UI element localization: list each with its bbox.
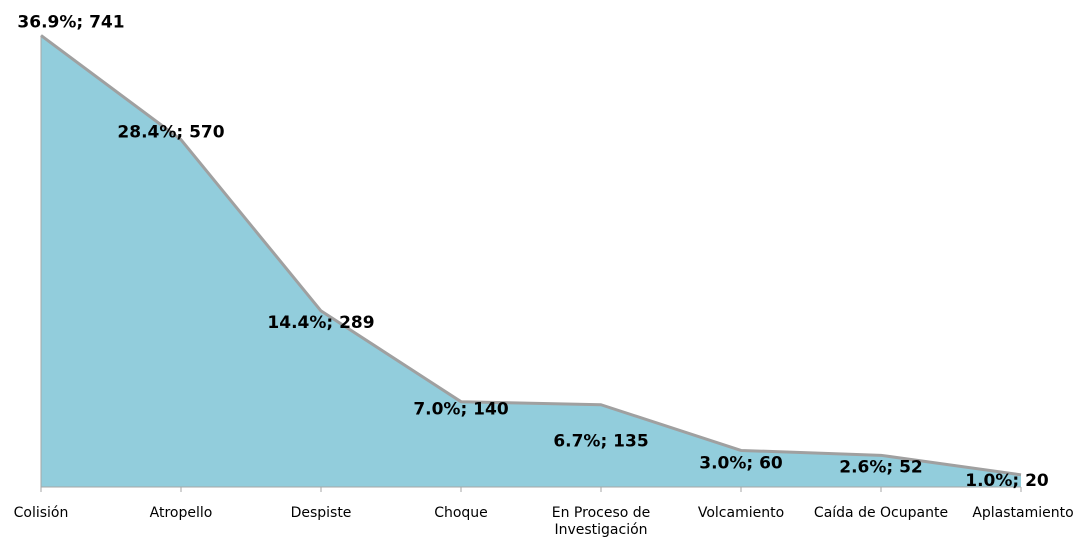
x-tick-label: Despiste bbox=[290, 505, 352, 521]
x-tick-label: Caída de Ocupante bbox=[813, 505, 949, 521]
data-label: 3.0%; 60 bbox=[699, 453, 783, 473]
data-label: 28.4%; 570 bbox=[117, 123, 224, 143]
data-label: 1.0%; 20 bbox=[965, 471, 1049, 491]
x-tick-label: Volcamiento bbox=[697, 505, 785, 521]
x-tick-label: Colisión bbox=[13, 505, 69, 521]
data-label: 6.7%; 135 bbox=[553, 432, 648, 452]
area bbox=[41, 35, 1021, 487]
x-tick-label: Atropello bbox=[149, 505, 213, 521]
data-label: 14.4%; 289 bbox=[267, 313, 374, 333]
data-label: 2.6%; 52 bbox=[839, 457, 923, 477]
x-tick-label: En Proceso de Investigación bbox=[551, 505, 651, 538]
data-label: 7.0%; 140 bbox=[413, 400, 509, 420]
data-label: 36.9%; 741 bbox=[17, 12, 124, 32]
area-line bbox=[40, 34, 1022, 477]
x-tick-label: Aplastamiento bbox=[972, 505, 1074, 521]
x-tick-label: Choque bbox=[434, 505, 488, 521]
